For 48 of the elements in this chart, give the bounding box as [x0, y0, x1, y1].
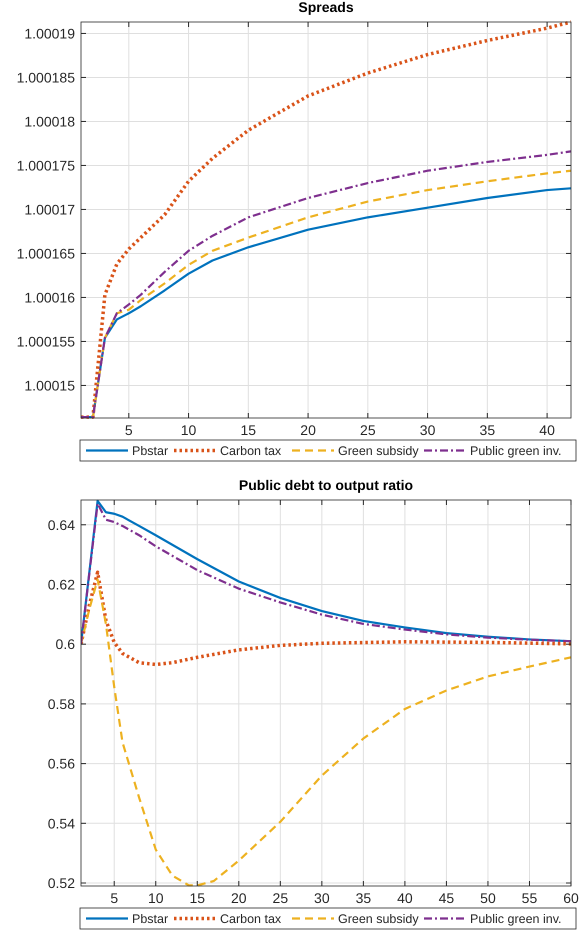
y-tick-label: 1.00016: [24, 289, 76, 306]
x-tick-label: 10: [148, 890, 164, 906]
y-tick-label: 1.00019: [24, 25, 76, 42]
x-tick-label: 5: [124, 422, 133, 438]
x-tick-label: 55: [522, 890, 538, 906]
chart-title: Public debt to output ratio: [238, 477, 414, 493]
x-tick-label: 50: [480, 890, 496, 906]
y-tick-label: 0.56: [48, 756, 76, 772]
legend-label: Pbstar: [132, 912, 168, 926]
x-tick-label: 35: [480, 422, 496, 438]
y-tick-label: 0.6: [56, 636, 76, 652]
y-tick-label: 0.58: [48, 696, 76, 712]
x-tick-label: 30: [420, 422, 436, 438]
x-tick-label: 25: [272, 890, 288, 906]
legend-label: Green subsidy: [338, 444, 420, 458]
x-tick-label: 60: [563, 890, 579, 906]
x-tick-label: 10: [180, 422, 197, 438]
x-tick-label: 35: [356, 890, 372, 906]
y-tick-label: 0.64: [48, 516, 76, 533]
x-tick-label: 30: [314, 890, 330, 906]
x-tick-label: 40: [397, 890, 413, 906]
y-tick-label: 1.000165: [16, 245, 76, 262]
y-tick-label: 1.00017: [24, 201, 76, 218]
x-tick-label: 15: [189, 890, 206, 906]
y-tick-label: 1.000185: [16, 69, 76, 86]
x-tick-label: 45: [438, 890, 454, 906]
y-tick-label: 0.54: [48, 815, 76, 832]
x-tick-label: 20: [231, 890, 247, 906]
x-tick-label: 20: [300, 422, 316, 438]
x-tick-label: 40: [539, 422, 556, 438]
y-tick-label: 0.52: [48, 875, 76, 892]
x-tick-label: 5: [110, 890, 118, 906]
legend-label: Pbstar: [132, 444, 168, 458]
y-tick-label: 0.62: [48, 576, 76, 592]
y-tick-label: 1.000155: [16, 333, 76, 350]
legend-label: Public green inv.: [470, 912, 562, 926]
legend-label: Green subsidy: [338, 912, 420, 926]
y-tick-label: 1.000175: [16, 157, 76, 174]
line-series: [81, 570, 571, 666]
y-tick-label: 1.00015: [24, 377, 76, 394]
legend-label: Public green inv.: [470, 444, 562, 458]
legend-label: Carbon tax: [220, 912, 282, 926]
chart-title: Spreads: [298, 0, 354, 15]
y-tick-label: 1.00018: [24, 113, 76, 130]
x-tick-label: 25: [360, 422, 376, 438]
line-series: [81, 20, 571, 419]
x-tick-label: 15: [240, 422, 256, 438]
legend-label: Carbon tax: [220, 444, 282, 458]
